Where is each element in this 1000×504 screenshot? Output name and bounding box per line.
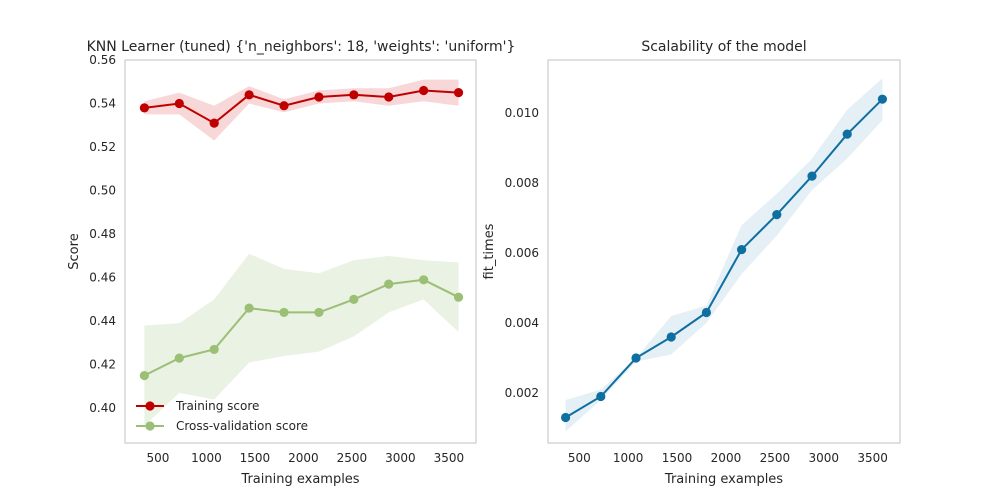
series-0-point — [209, 118, 219, 128]
series-1-point — [419, 275, 429, 285]
y-axis-label: Score — [67, 233, 82, 269]
series-0-line — [144, 89, 459, 125]
series-0-point — [279, 101, 289, 111]
y-tick-label: 0.56 — [89, 53, 116, 67]
x-tick-label: 500 — [568, 451, 591, 465]
series-0-point — [244, 90, 254, 100]
legend-label-1: Cross-validation score — [176, 419, 308, 433]
x-tick-label: 1000 — [613, 451, 644, 465]
x-tick-label: 2000 — [711, 451, 742, 465]
y-tick-label: 0.42 — [89, 358, 116, 372]
series-1-point — [314, 307, 324, 318]
series-0-point — [807, 171, 817, 181]
series-0-point — [701, 307, 712, 318]
series-1-point — [453, 292, 464, 302]
series-0-point — [453, 88, 464, 98]
x-tick-label: 2000 — [288, 451, 319, 465]
series-0-point — [877, 94, 888, 104]
series-0-line — [565, 98, 884, 419]
x-tick-label: 2500 — [337, 451, 368, 465]
learning-curve-plot: KNN Learner (tuned) {'n_neighbors': 18, … — [67, 39, 515, 487]
series-0-point — [314, 92, 324, 102]
x-tick-label: 3500 — [857, 451, 888, 465]
x-tick-label: 3500 — [434, 451, 465, 465]
y-tick-label: 0.010 — [505, 106, 539, 120]
legend-marker-0 — [145, 401, 155, 411]
series-0-point — [561, 412, 571, 423]
series-1-confidence-band — [144, 253, 459, 426]
x-tick-label: 500 — [147, 451, 170, 465]
x-tick-label: 2500 — [760, 451, 791, 465]
x-axis-label: Training examples — [664, 472, 783, 487]
y-tick-label: 0.006 — [505, 246, 539, 260]
series-0-confidence-band — [144, 79, 459, 141]
chart-title: Scalability of the model — [641, 39, 806, 55]
x-tick-label: 1500 — [240, 451, 271, 465]
y-tick-label: 0.52 — [89, 140, 116, 154]
legend-marker-1 — [145, 421, 155, 431]
series-0-point — [737, 244, 747, 255]
series-0-point — [419, 85, 429, 96]
series-1-point — [279, 307, 289, 318]
y-tick-label: 0.48 — [89, 227, 116, 241]
x-tick-label: 3000 — [385, 451, 416, 465]
y-tick-label: 0.008 — [505, 176, 539, 190]
y-tick-label: 0.50 — [89, 184, 116, 198]
series-0-point — [631, 353, 641, 363]
x-tick-label: 3000 — [808, 451, 839, 465]
x-tick-label: 1500 — [662, 451, 693, 465]
series-0-point — [666, 332, 676, 342]
series-0-point — [174, 98, 184, 109]
y-tick-label: 0.40 — [89, 401, 116, 415]
y-tick-label: 0.54 — [89, 97, 116, 111]
x-tick-label: 1000 — [191, 451, 222, 465]
series-1-point — [174, 353, 184, 363]
series-0-point — [842, 129, 852, 139]
chart-title: KNN Learner (tuned) {'n_neighbors': 18, … — [87, 39, 516, 55]
y-axis-label: fit_times — [482, 223, 497, 279]
y-tick-label: 0.46 — [89, 271, 116, 285]
series-0-point — [349, 90, 359, 100]
series-0-point — [772, 209, 782, 220]
legend-label-0: Training score — [175, 399, 259, 413]
scalability-plot: Scalability of the model 500 1000 1500 2000 2… — [482, 39, 901, 487]
series-0-point — [596, 391, 606, 402]
series-1-point — [139, 370, 149, 381]
y-tick-label: 0.002 — [505, 386, 539, 400]
series-1-point — [384, 279, 394, 289]
series-0-point — [384, 92, 394, 102]
x-axis-label: Training examples — [240, 472, 359, 487]
y-tick-label: 0.44 — [89, 314, 116, 328]
series-1-point — [244, 303, 254, 313]
series-1-line — [143, 278, 459, 377]
series-1-point — [209, 344, 219, 355]
series-0-point — [139, 103, 149, 113]
series-1-point — [349, 294, 359, 304]
y-tick-label: 0.004 — [505, 316, 539, 330]
